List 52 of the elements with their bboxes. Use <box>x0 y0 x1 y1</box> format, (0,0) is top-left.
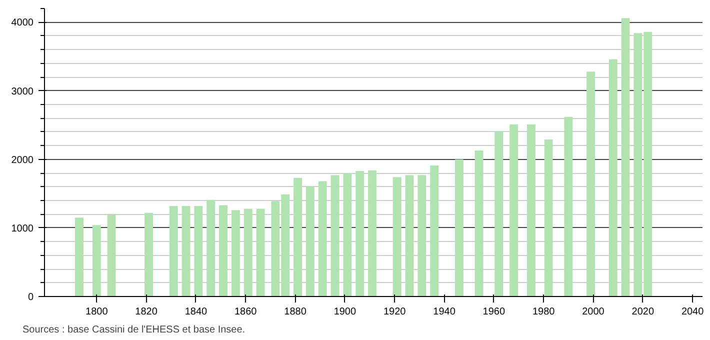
bar <box>206 200 216 296</box>
bar <box>418 175 426 296</box>
x-tick-label: 1880 <box>284 306 307 318</box>
bar <box>92 225 101 296</box>
bar <box>621 18 630 296</box>
bar <box>182 206 190 296</box>
bar <box>494 131 504 296</box>
bar <box>392 177 402 296</box>
bar <box>343 173 352 296</box>
x-tick-label: 1800 <box>86 306 108 318</box>
y-tick-label: 0 <box>28 292 34 303</box>
x-tick-label: 1940 <box>433 306 456 318</box>
bar <box>586 72 595 296</box>
bar <box>356 171 364 296</box>
bar <box>430 166 439 296</box>
bar <box>526 124 536 296</box>
bar <box>474 150 484 296</box>
x-tick-label: 1900 <box>334 306 357 318</box>
bar <box>194 206 203 296</box>
bar <box>564 116 573 296</box>
bar <box>169 206 178 296</box>
x-tick-label: 1840 <box>184 306 208 318</box>
x-tick-label: 1980 <box>532 306 556 318</box>
x-tick-label: 1960 <box>482 306 506 318</box>
bar <box>368 170 376 296</box>
bar <box>544 139 553 296</box>
bar <box>330 175 340 296</box>
x-tick-label: 1920 <box>383 306 406 318</box>
x-tick-label: 2020 <box>632 306 654 318</box>
bar <box>144 212 154 296</box>
source-note: Sources : base Cassini de l'EHESS et base Insee. <box>22 324 246 336</box>
y-tick-label: 3000 <box>11 86 34 98</box>
y-tick-label: 1000 <box>11 223 34 234</box>
bar <box>107 214 116 296</box>
bar <box>318 181 327 296</box>
x-tick-label: 2040 <box>681 306 704 318</box>
bar <box>219 205 228 296</box>
bar <box>510 124 518 296</box>
y-tick-label: 4000 <box>11 18 34 29</box>
bar <box>244 208 252 296</box>
bar <box>608 59 618 296</box>
bar <box>256 208 265 296</box>
bar <box>454 159 464 296</box>
bar <box>405 175 414 296</box>
x-tick-label: 2000 <box>582 306 605 318</box>
x-tick-label: 1860 <box>234 306 258 318</box>
bar <box>306 186 314 296</box>
y-tick-label: 2000 <box>11 154 34 166</box>
x-tick-label: 1820 <box>135 306 158 318</box>
bar <box>231 210 240 296</box>
bar <box>294 178 302 296</box>
bar <box>75 218 84 296</box>
